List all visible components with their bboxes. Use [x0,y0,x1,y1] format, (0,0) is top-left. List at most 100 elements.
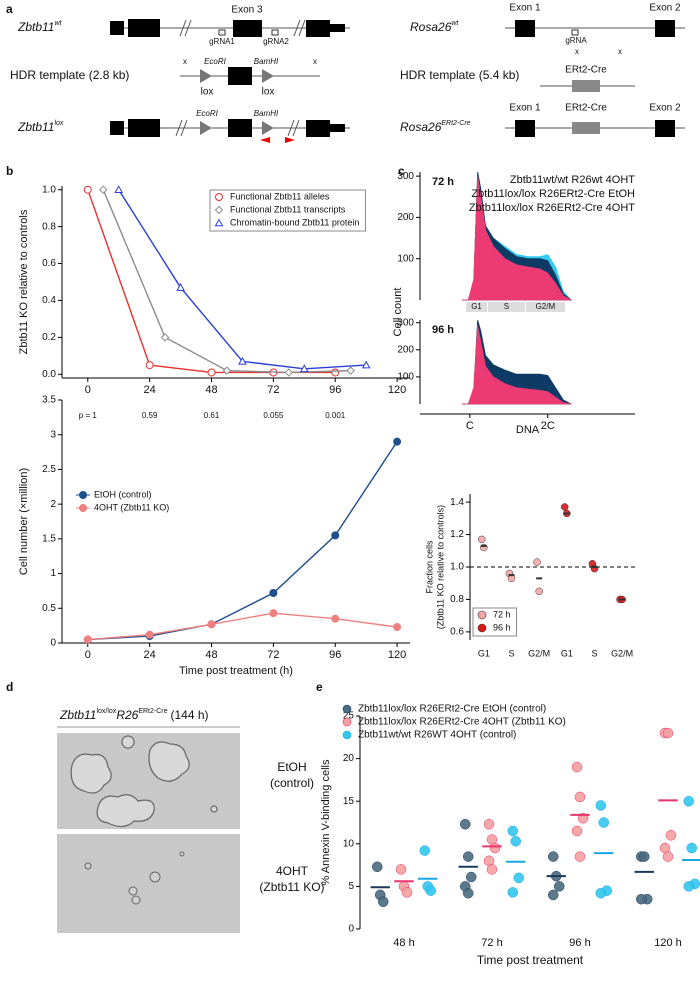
gene: R26 [116,708,138,722]
point [486,864,498,875]
point [477,535,486,544]
marker [331,368,340,377]
template-label: HDR template (2.8 kb) [10,68,129,82]
y-tick-label: 1.0 [42,184,56,195]
y-tick-label: 200 [397,212,414,223]
y-tick-label: 300 [397,317,414,328]
exon [306,120,330,137]
exon-label: Exon 2 [649,103,681,114]
phase-gate [525,302,565,312]
point [553,881,565,892]
exon [655,120,675,137]
histogram [462,176,572,301]
x-tick-label: C [466,420,474,432]
cross: x [575,47,579,56]
p-value: 0.59 [142,411,158,420]
x-tick-label: 48 [205,649,217,661]
x-tick-label: 0 [85,384,91,396]
gene: Zbtb11 [59,708,96,722]
histogram [462,325,572,405]
allele-label: Rosa26ERt2-Cre [400,120,471,134]
marker [145,361,154,370]
grna-site [571,29,579,36]
grna-label: gRNA2 [263,37,289,46]
x-tick-label: 72 [267,384,279,396]
cassette-label: ERt2-Cre [565,65,607,76]
point [662,851,674,862]
panel-letter: e [316,680,323,694]
legend-symbol [342,717,352,727]
condition: (control) [270,776,314,790]
point [571,825,583,837]
x-tick-label: 96 [329,649,341,661]
legend-box [209,189,366,232]
condition: (Zbtb11 KO) [259,880,324,894]
lox-label: lox [262,87,275,98]
point [547,889,559,901]
loxp [262,121,274,135]
y-tick-label: 0.8 [42,221,56,232]
x-tick-label: 0 [85,649,91,661]
exon [110,121,124,135]
point [683,881,695,892]
sup: wt [451,20,459,27]
p-value: 0.61 [204,411,220,420]
y-tick-label: 100 [397,253,414,264]
point [462,851,474,862]
y-tick-label: 0.5 [42,603,56,614]
x-axis-label: Time post treatment [477,953,584,967]
grna-label: gRNA1 [209,37,235,46]
p-value: 0.055 [263,411,284,420]
y-tick-label: 5 [348,881,354,892]
exon [330,124,345,132]
cross: x [313,57,317,66]
y-axis-label: % Annexin V-binding cells [320,759,332,885]
x-tick-label: G2/M [528,648,550,658]
x-tick-label: G2/M [611,648,633,658]
primer [285,137,295,143]
point [571,761,583,773]
panel-letter: c [398,164,405,178]
break [175,119,188,137]
cross: x [183,57,187,66]
point [662,727,674,739]
point [560,503,569,511]
marker [114,185,124,193]
phase-label: S [504,302,509,311]
panel-letter: a [6,2,13,16]
marker [393,623,402,632]
exon [128,119,160,137]
marker [299,364,309,373]
y-tick-label: 1.0 [450,562,464,573]
site-label: BamHI [254,109,279,118]
x-tick-label: 96 [329,384,341,396]
break [179,19,192,37]
exon [515,20,535,37]
marker [331,614,340,623]
point [425,885,437,896]
construct-left: Zbtb11wt Exon 3 gRNA1 gRNA2 HDR template… [10,5,350,143]
loxp [200,121,212,135]
x-axis-label: DNA [516,424,540,436]
point [489,842,501,854]
grna-label: gRNA [565,36,587,45]
x-tick-label: 96 h [569,937,590,949]
legend-label: 96 h [493,622,511,632]
legend-symbol [214,205,224,215]
y-tick-label: 1 [50,568,56,579]
y-tick-label: 0.6 [42,258,56,269]
panel-label: 96 h [432,324,454,336]
point [459,818,471,830]
x-tick-label: 72 h [481,937,502,949]
x-tick-label: S [591,648,597,658]
allele-label: Rosa26wt [410,20,459,34]
y-tick-label: 10 [343,838,355,849]
y-tick-label: 300 [397,171,414,182]
marker [238,356,247,365]
cassette [572,80,600,92]
cross: x [618,47,622,56]
allele-label: Zbtb11wt [17,20,63,34]
panel-letter: d [6,680,13,694]
legend-label: Zbtb11wt/wt R26WT 4OHT (control) [358,730,516,741]
legend-label: Chromatin-bound Zbtb11 protein [230,217,359,227]
